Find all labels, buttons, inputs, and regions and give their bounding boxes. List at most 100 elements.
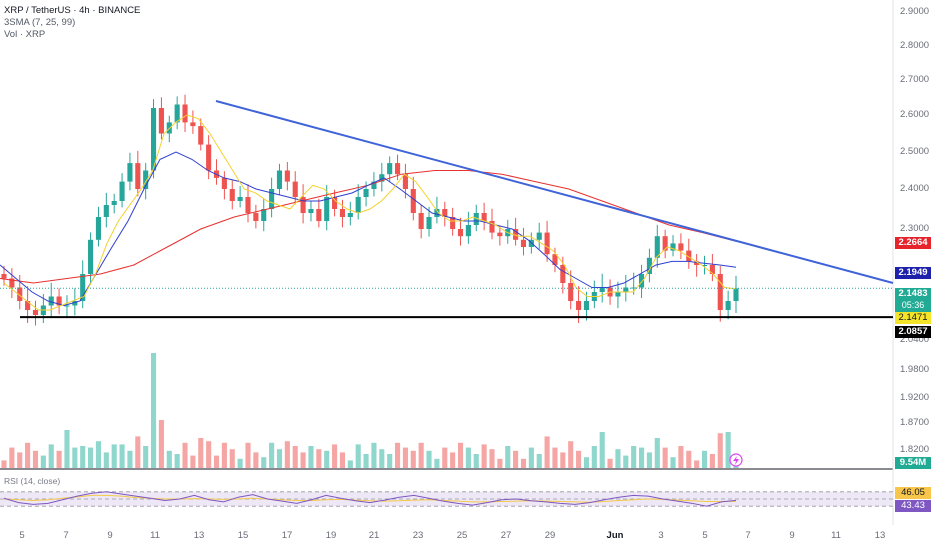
volume-bar [158,420,164,468]
time-axis-label: 15 [237,530,249,541]
volume-bar [64,430,70,468]
sma99-price-tag: 2.2664 [895,237,931,249]
volume-bar [261,457,267,468]
candle-body [371,181,377,189]
volume-bar [206,441,212,468]
volume-bar [599,432,605,468]
candle-body [450,217,456,229]
candle-body [678,243,684,251]
time-axis-label: 7 [63,530,69,541]
candle-body [402,174,408,189]
volume-bar [528,447,534,468]
volume-bar [552,447,558,468]
candle-body [434,209,440,217]
time-axis-label: 17 [281,530,293,541]
sma25-line [0,151,737,307]
candle-body [497,232,503,237]
time-axis-label: 5 [19,530,25,541]
volume-bar [198,438,204,468]
volume-legend[interactable]: Vol · XRP [4,29,46,40]
volume-bar [80,446,86,468]
candle-body [111,201,117,205]
candle-body [686,250,692,262]
time-axis-label: 21 [368,530,380,541]
candle-body [308,209,314,213]
volume-bar [709,454,715,468]
candle-body [379,174,385,182]
candle-body [72,301,78,306]
candle-body [245,197,251,213]
time-axis-label: 29 [544,530,556,541]
volume-bar [332,444,338,468]
volume-bar [418,442,424,468]
volume-bar [95,441,102,468]
volume-bar [520,458,527,468]
volume-bar [32,450,39,468]
time-axis-label: 19 [325,530,337,541]
volume-bar [686,450,692,468]
symbol-title[interactable]: XRP / TetherUS · 4h · BINANCE [4,5,141,16]
candle-body [190,122,196,127]
volume-bar [662,447,668,468]
volume-bar [473,454,479,468]
candle-body [670,243,676,251]
candle-body [615,292,621,297]
candle-body [457,229,464,237]
volume-bar [497,458,503,468]
volume-bar [536,454,542,468]
volume-bar [489,449,495,468]
volume-bar [284,441,290,468]
candle-body [701,265,708,266]
time-axis-label: Jun [606,530,624,541]
descending-trendline [215,100,894,284]
volume-bar [292,446,298,468]
rsi-line [3,491,737,507]
candle-body [520,239,527,247]
volume-bar [111,444,117,468]
lightning-icon [733,456,739,465]
price-axis-label: 1.8200 [900,444,930,455]
rsi-legend[interactable]: RSI (14, close) [4,476,61,486]
volume-bar [631,446,637,468]
candle-body [276,170,283,189]
candle-body [418,213,424,229]
volume-bar [717,433,723,468]
volume-bar [513,450,519,468]
candle-body [694,261,700,265]
volume-bar [150,353,157,468]
volume-bar [544,436,550,468]
volume-bar [103,452,109,468]
candle-body [465,225,471,237]
candle-body [442,209,448,217]
volume-bar [481,444,487,468]
candle-body [387,163,393,175]
volume-bar [654,438,660,468]
candle-body [135,163,141,189]
candle-body [489,221,495,233]
candle-body [646,257,652,274]
volume-bar [371,442,377,468]
volume-bar [17,452,23,468]
candle-body [48,296,54,306]
candle-body [599,287,605,292]
candle-body [300,197,306,213]
candle-body [292,181,298,197]
last-price-tag: 2.1483 05:36 [895,288,931,312]
candle-body [473,213,479,225]
candle-body [324,197,330,221]
volume-bar [269,442,275,468]
candle-body [206,144,212,171]
volume-bar [379,449,385,468]
candle-body [339,209,346,217]
volume-bar [143,446,149,468]
volume-bar [568,441,574,468]
candle-body [332,197,338,209]
sma-legend[interactable]: 3SMA (7, 25, 99) [4,17,76,28]
candle-body [662,236,668,251]
volume-bar [300,452,306,468]
candle-body [80,274,86,301]
volume-bar [607,458,613,468]
volume-bar [245,442,251,468]
candle-body [269,189,275,209]
